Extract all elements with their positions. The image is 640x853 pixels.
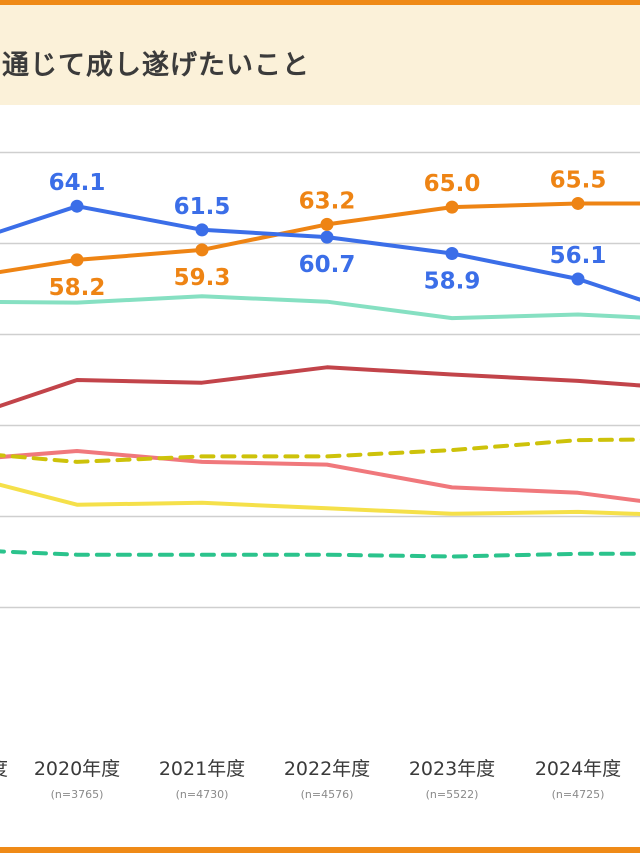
x-tick-label-5: 2024年度 bbox=[535, 758, 621, 780]
x-sample-size-5: (n=4725) bbox=[552, 788, 605, 801]
series-2-label-2: 59.3 bbox=[174, 265, 231, 291]
series-line-6 bbox=[0, 449, 640, 503]
series-line-8 bbox=[0, 549, 640, 559]
series-2-label-4: 65.0 bbox=[424, 171, 481, 197]
bottom-frame bbox=[0, 847, 640, 853]
x-tick-label-1: 2020年度 bbox=[34, 758, 120, 780]
series-1-label-3: 60.7 bbox=[299, 252, 356, 278]
series-1-label-5: 56.1 bbox=[550, 243, 607, 269]
top-frame bbox=[0, 0, 640, 5]
series-1-label-1: 64.1 bbox=[49, 170, 106, 196]
series-1-label-2: 61.5 bbox=[174, 194, 231, 220]
chart-title: 通じて成し遂げたいこと bbox=[2, 50, 310, 81]
series-1-point-5 bbox=[571, 272, 585, 286]
series-line-7 bbox=[0, 482, 640, 516]
series-2-label-3: 63.2 bbox=[299, 188, 356, 214]
x-sample-size-2: (n=4730) bbox=[176, 788, 229, 801]
series-2-point-5 bbox=[571, 196, 585, 210]
series-1-point-2 bbox=[195, 223, 209, 237]
series-2-label-1: 58.2 bbox=[49, 275, 106, 301]
series-2-label-5: 65.5 bbox=[550, 167, 607, 193]
x-sample-size-1: (n=3765) bbox=[51, 788, 104, 801]
series-line-3 bbox=[0, 294, 640, 321]
series-2-point-4 bbox=[445, 200, 459, 214]
x-tick-label-4: 2023年度 bbox=[409, 758, 495, 780]
title-bar: 通じて成し遂げたいこと bbox=[0, 5, 640, 105]
plot-area bbox=[0, 105, 640, 847]
series-1-label-4: 58.9 bbox=[424, 269, 481, 295]
series-2-point-3 bbox=[320, 217, 334, 231]
series-1-point-3 bbox=[320, 230, 334, 244]
x-tick-label-2: 2021年度 bbox=[159, 758, 245, 780]
series-line-5 bbox=[0, 437, 640, 464]
series-2-point-2 bbox=[195, 243, 209, 257]
series-2-point-1 bbox=[70, 253, 84, 267]
x-sample-size-4: (n=5522) bbox=[426, 788, 479, 801]
series-line-4 bbox=[0, 365, 640, 409]
x-tick-label-3: 2022年度 bbox=[284, 758, 370, 780]
series-1-point-1 bbox=[70, 199, 84, 213]
x-sample-size-3: (n=4576) bbox=[301, 788, 354, 801]
series-1-point-4 bbox=[445, 247, 459, 261]
x-tick-label-0: 度 bbox=[0, 758, 8, 780]
